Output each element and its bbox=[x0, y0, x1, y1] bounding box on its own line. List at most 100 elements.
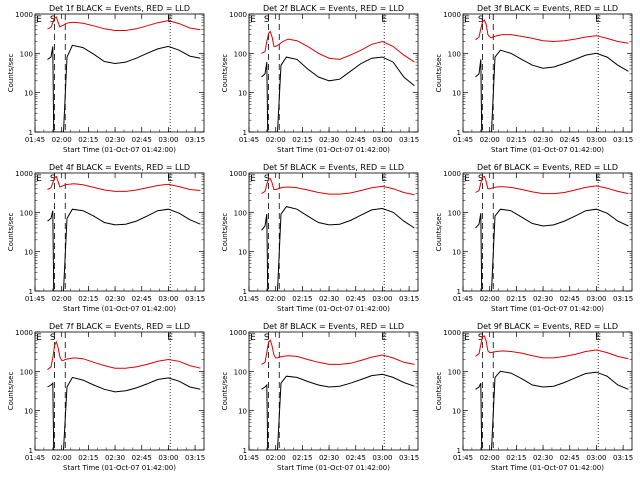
y-tick-label: 1 bbox=[457, 288, 461, 296]
x-tick-label: 02:30 bbox=[319, 136, 339, 144]
x-tick-label: 03:15 bbox=[185, 454, 205, 462]
event-marker: E bbox=[250, 15, 256, 25]
y-axis-label: Counts/sec bbox=[435, 54, 443, 93]
y-axis-label: Counts/sec bbox=[7, 54, 15, 93]
x-tick-label: 02:30 bbox=[533, 295, 553, 303]
x-axis-label: Start Time (01-Oct-07 01:42:00) bbox=[63, 305, 176, 313]
event-marker: S bbox=[50, 174, 56, 184]
event-marker: E bbox=[595, 15, 601, 25]
x-axis-label: Start Time (01-Oct-07 01:42:00) bbox=[491, 146, 604, 154]
event-marker: E bbox=[381, 15, 387, 25]
y-tick-label: 10 bbox=[238, 90, 247, 98]
y-tick-label: 100 bbox=[448, 368, 461, 376]
panel-title: Det 3f BLACK = Events, RED = LLD bbox=[477, 4, 618, 13]
x-tick-label: 02:00 bbox=[52, 295, 72, 303]
plot-frame bbox=[248, 331, 419, 451]
event-marker: S bbox=[478, 174, 484, 184]
event-marker: E bbox=[595, 333, 601, 343]
x-tick-label: 02:45 bbox=[132, 454, 152, 462]
series-line-events bbox=[475, 208, 629, 291]
y-tick-label: 1 bbox=[243, 447, 247, 455]
x-tick-label: 03:15 bbox=[613, 454, 633, 462]
x-tick-label: 02:00 bbox=[52, 136, 72, 144]
x-tick-label: 02:00 bbox=[480, 295, 500, 303]
y-tick-label: 1000 bbox=[229, 329, 247, 337]
x-tick-label: 03:00 bbox=[158, 295, 178, 303]
y-tick-label: 1000 bbox=[229, 170, 247, 178]
y-tick-label: 100 bbox=[234, 209, 247, 217]
x-tick-label: 02:15 bbox=[78, 295, 98, 303]
y-tick-label: 1000 bbox=[443, 11, 461, 19]
x-tick-label: 03:00 bbox=[586, 136, 606, 144]
event-marker: E bbox=[36, 333, 42, 343]
x-tick-label: 02:45 bbox=[132, 295, 152, 303]
x-tick-label: 02:45 bbox=[346, 136, 366, 144]
y-tick-label: 1000 bbox=[15, 11, 33, 19]
x-tick-label: 02:45 bbox=[346, 454, 366, 462]
panel-title: Det 8f BLACK = Events, RED = LLD bbox=[263, 322, 404, 331]
x-tick-label: 02:45 bbox=[560, 454, 580, 462]
x-tick-label: 02:45 bbox=[346, 295, 366, 303]
x-tick-label: 02:15 bbox=[292, 295, 312, 303]
x-tick-label: 03:15 bbox=[185, 136, 205, 144]
y-tick-label: 100 bbox=[20, 209, 33, 217]
x-tick-label: 02:30 bbox=[105, 454, 125, 462]
series-line-lld bbox=[47, 175, 201, 192]
x-tick-label: 02:00 bbox=[480, 136, 500, 144]
y-axis-label: Counts/sec bbox=[435, 213, 443, 252]
series-line-events bbox=[475, 49, 629, 132]
series-line-events bbox=[475, 370, 629, 450]
event-marker: S bbox=[478, 15, 484, 25]
x-axis-label: Start Time (01-Oct-07 01:42:00) bbox=[277, 146, 390, 154]
series-line-lld bbox=[475, 335, 629, 360]
event-marker: E bbox=[250, 333, 256, 343]
event-marker: E bbox=[167, 15, 173, 25]
x-tick-label: 02:30 bbox=[533, 454, 553, 462]
panel-title: Det 9f BLACK = Events, RED = LLD bbox=[477, 322, 618, 331]
event-marker: E bbox=[464, 333, 470, 343]
x-tick-label: 01:45 bbox=[25, 295, 45, 303]
x-tick-label: 03:15 bbox=[613, 295, 633, 303]
plot-frame bbox=[34, 172, 205, 292]
event-marker: E bbox=[381, 174, 387, 184]
series-line-lld bbox=[475, 175, 629, 195]
panel-det-9: Det 9f BLACK = Events, RED = LLD 1 10 100 10… bbox=[435, 322, 633, 472]
x-tick-label: 02:15 bbox=[292, 454, 312, 462]
y-tick-label: 10 bbox=[452, 408, 461, 416]
x-axis-label: Start Time (01-Oct-07 01:42:00) bbox=[277, 305, 390, 313]
x-tick-label: 02:15 bbox=[78, 454, 98, 462]
series-line-lld bbox=[47, 340, 201, 371]
event-marker: S bbox=[264, 174, 270, 184]
plot-frame bbox=[34, 13, 205, 133]
x-tick-label: 01:45 bbox=[239, 295, 259, 303]
panel-det-4: Det 4f BLACK = Events, RED = LLD 1 10 100 10… bbox=[7, 163, 205, 313]
x-tick-label: 03:00 bbox=[372, 295, 392, 303]
plot-frame bbox=[248, 172, 419, 292]
panel-det-5: Det 5f BLACK = Events, RED = LLD 1 10 100 10… bbox=[221, 163, 419, 313]
y-tick-label: 100 bbox=[234, 368, 247, 376]
y-axis-label: Counts/sec bbox=[435, 372, 443, 411]
y-tick-label: 1000 bbox=[229, 11, 247, 19]
x-tick-label: 01:45 bbox=[239, 454, 259, 462]
x-tick-label: 02:30 bbox=[105, 295, 125, 303]
event-marker: E bbox=[381, 333, 387, 343]
panel-det-1: Det 1f BLACK = Events, RED = LLD 1 10 100 10… bbox=[7, 4, 205, 154]
plot-frame bbox=[462, 172, 633, 292]
series-line-lld bbox=[47, 16, 201, 31]
y-tick-label: 100 bbox=[448, 209, 461, 217]
event-marker: E bbox=[250, 174, 256, 184]
x-tick-label: 01:45 bbox=[453, 136, 473, 144]
plot-frame bbox=[248, 13, 419, 133]
event-marker: S bbox=[264, 333, 270, 343]
x-axis-label: Start Time (01-Oct-07 01:42:00) bbox=[277, 464, 390, 472]
y-tick-label: 1000 bbox=[15, 170, 33, 178]
x-tick-label: 01:45 bbox=[453, 454, 473, 462]
y-tick-label: 1 bbox=[243, 129, 247, 137]
x-tick-label: 02:00 bbox=[266, 454, 286, 462]
y-axis-label: Counts/sec bbox=[221, 372, 229, 411]
x-tick-label: 02:00 bbox=[266, 295, 286, 303]
x-tick-label: 02:15 bbox=[506, 136, 526, 144]
y-tick-label: 1000 bbox=[443, 170, 461, 178]
x-tick-label: 02:15 bbox=[506, 454, 526, 462]
